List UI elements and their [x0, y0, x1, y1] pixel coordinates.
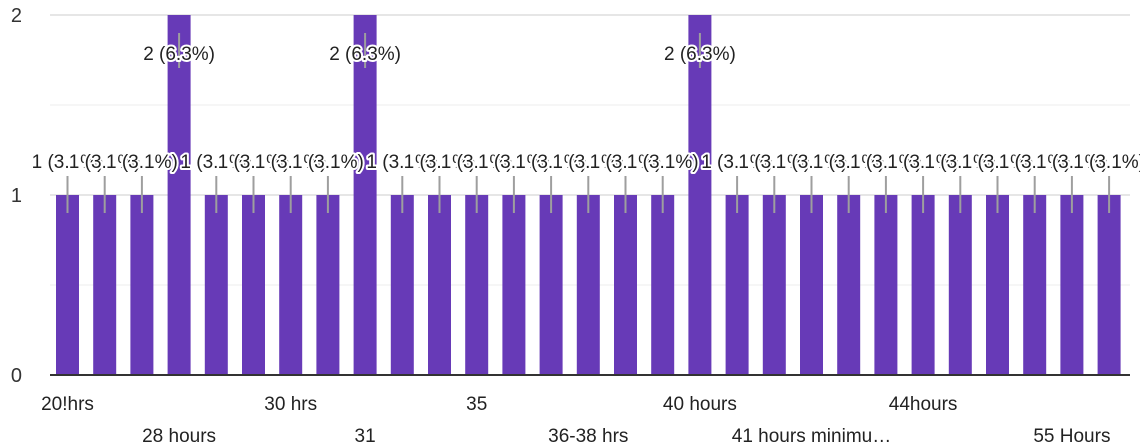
x-tick-label: 28 hours	[142, 426, 216, 447]
bar	[465, 195, 489, 375]
bar	[93, 195, 117, 375]
x-tick-label: 36-38 hrs	[548, 426, 628, 447]
data-label: 1 (3.1%)	[1036, 152, 1108, 173]
data-label: 1 (3.1%)	[627, 152, 699, 173]
bar	[614, 195, 637, 375]
bar	[428, 195, 451, 375]
bar	[948, 195, 972, 375]
bar	[725, 195, 749, 375]
bar	[874, 195, 898, 375]
data-label: 2 (6.3%)	[143, 44, 215, 65]
data-label: 1 (3.1%)	[292, 152, 364, 173]
data-label: 1 (3.1%)	[69, 152, 141, 173]
data-label: 1 (3.1%)	[218, 152, 290, 173]
x-tick-label: 20!hrs	[41, 394, 94, 415]
bar	[986, 195, 1009, 375]
bar	[576, 195, 600, 375]
bar	[800, 195, 823, 375]
data-label: 1 (3.1%)	[701, 152, 773, 173]
bar	[390, 195, 414, 375]
bar	[279, 195, 303, 375]
data-label: 1 (3.1%)	[366, 152, 438, 173]
data-label: 1 (3.1%)	[776, 152, 848, 173]
data-label: 1 (3.1%)	[850, 152, 922, 173]
x-tick-label: 31	[355, 426, 376, 447]
y-tick-label: 2	[11, 5, 22, 27]
data-label: 1 (3.1%)	[590, 152, 662, 173]
x-axis-ticks: 20!hrs 28 hours 30 hrs 31 35 36-38 hrs 40 hour…	[41, 394, 1110, 447]
data-label: 1 (3.1%)	[515, 152, 587, 173]
x-tick-label: 44hours	[889, 394, 958, 415]
x-tick-label: 41 hours minimu…	[732, 426, 891, 447]
y-tick-label: 0	[11, 365, 22, 387]
x-tick-label: 40 hours	[663, 394, 737, 415]
data-label: 1 (3.1%)	[999, 152, 1071, 173]
data-label: 1 (3.1%)	[552, 152, 624, 173]
bar	[837, 195, 861, 375]
bar	[204, 195, 228, 375]
x-tick-label: 35	[466, 394, 487, 415]
bar	[651, 195, 675, 375]
data-label: 1 (3.1%)	[887, 152, 959, 173]
data-label: 1 (3.1%)	[441, 152, 513, 173]
data-label: 2 (6.3%)	[329, 44, 401, 65]
bar	[911, 195, 935, 375]
bar	[242, 195, 265, 375]
data-label: 1 (3.1%)	[738, 152, 810, 173]
bars	[56, 15, 1121, 375]
bar	[1060, 195, 1084, 375]
bar	[1023, 195, 1047, 375]
x-tick-label: 55 Hours	[1033, 426, 1110, 447]
bar	[56, 195, 79, 375]
data-label: 2 (6.3%)	[664, 44, 736, 65]
data-label: 1 (3.1%)	[1073, 152, 1140, 173]
bar	[167, 15, 191, 375]
data-label: 1 (3.1%)	[478, 152, 550, 173]
x-tick-label: 30 hrs	[264, 394, 317, 415]
data-label: 1 (3.1%)	[813, 152, 885, 173]
bar	[539, 195, 563, 375]
data-labels: 1 (3.1%)1 (3.1%)1 (3.1%)2 (6.3%)1 (3.1%)…	[30, 33, 1140, 213]
data-label: 1 (3.1%)	[32, 152, 104, 173]
data-label: 1 (3.1%)	[180, 152, 252, 173]
bar	[1097, 195, 1121, 375]
data-label: 1 (3.1%)	[106, 152, 178, 173]
bar	[316, 195, 340, 375]
bar	[130, 195, 154, 375]
y-axis-ticks: 0 1 2	[11, 5, 22, 387]
data-label: 1 (3.1%)	[404, 152, 476, 173]
y-tick-label: 1	[11, 185, 22, 207]
bar	[353, 15, 377, 375]
bar	[688, 15, 712, 375]
data-label: 1 (3.1%)	[255, 152, 327, 173]
data-label: 1 (3.1%)	[924, 152, 996, 173]
bar	[502, 195, 526, 375]
bar	[762, 195, 786, 375]
data-label: 1 (3.1%)	[962, 152, 1034, 173]
